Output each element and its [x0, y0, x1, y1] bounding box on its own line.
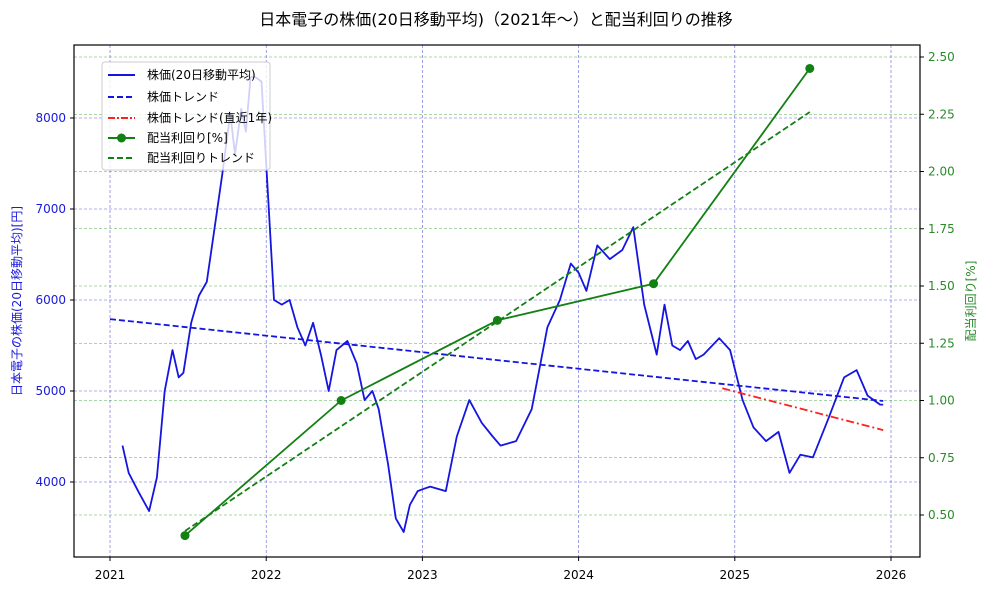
legend-label: 株価トレンド [147, 89, 219, 104]
price-trend-line [109, 318, 884, 402]
chart-title: 日本電子の株価(20日移動平均)（2021年〜）と配当利回りの推移 [259, 10, 733, 29]
y-left-tick-label: 8000 [35, 111, 66, 125]
y-left-tick-label: 4000 [35, 475, 66, 489]
dividend-marker [180, 531, 190, 541]
dividend-marker [336, 396, 346, 405]
y-right-tick-label: 2.50 [928, 50, 955, 64]
legend-label: 配当利回りトレンド [147, 151, 255, 165]
legend-item-dividend: 配当利回り[%] [108, 131, 228, 145]
legend-label: 株価トレンド(直近1年) [147, 110, 272, 125]
legend-item-price-trend-recent: 株価トレンド(直近1年) [108, 110, 272, 125]
legend-box [101, 61, 271, 171]
marker-icon [117, 133, 126, 143]
x-tick-label: 2022 [251, 568, 282, 582]
y-axis-left-label: 日本電子の株価(20日移動平均)[円] [9, 206, 24, 396]
y-right-tick-label: 1.75 [928, 222, 955, 236]
y-left-tick-label: 6000 [35, 293, 66, 307]
y-left-tick-label: 7000 [35, 202, 66, 216]
x-tick-label: 2024 [563, 568, 594, 582]
y-right-tick-label: 2.25 [928, 107, 955, 121]
legend-item-dividend-trend: 配当利回りトレンド [108, 151, 255, 165]
y-right-tick-label: 1.25 [928, 336, 955, 350]
y-axis-right: 0.50 0.75 1.00 1.25 1.50 1.75 2.00 2.25 2.50 [920, 50, 955, 522]
y-right-tick-label: 0.50 [928, 508, 955, 522]
y-axis-left: 4000 5000 6000 7000 8000 [35, 111, 74, 489]
legend-item-price-trend: 株価トレンド [108, 89, 219, 104]
price-trend-recent-line [722, 387, 884, 431]
x-tick-label: 2023 [407, 568, 438, 582]
y-right-tick-label: 0.75 [928, 451, 955, 465]
axes-frame [73, 44, 921, 558]
legend-item-price: 株価(20日移動平均) [108, 67, 256, 82]
dividend-marker [649, 279, 659, 289]
dividend-marker [805, 63, 815, 73]
y-left-tick-label: 5000 [35, 384, 66, 398]
x-tick-label: 2021 [95, 568, 126, 582]
legend: 株価(20日移動平均) 株価トレンド 株価トレンド(直近1年) 配当利回り[%]… [101, 61, 272, 171]
x-tick-label: 2026 [876, 568, 907, 582]
legend-label: 配当利回り[%] [147, 131, 228, 145]
x-axis: 2021 2022 2023 2024 2025 2026 [95, 557, 907, 582]
y-right-tick-label: 1.50 [928, 279, 955, 293]
y-axis-right-label: 配当利回り[%] [964, 261, 978, 342]
x-tick-label: 2025 [720, 568, 751, 582]
legend-label: 株価(20日移動平均) [147, 67, 256, 82]
y-right-tick-label: 1.00 [928, 394, 955, 408]
dividend-trend-line [184, 111, 811, 532]
y-right-tick-label: 2.00 [928, 165, 955, 179]
